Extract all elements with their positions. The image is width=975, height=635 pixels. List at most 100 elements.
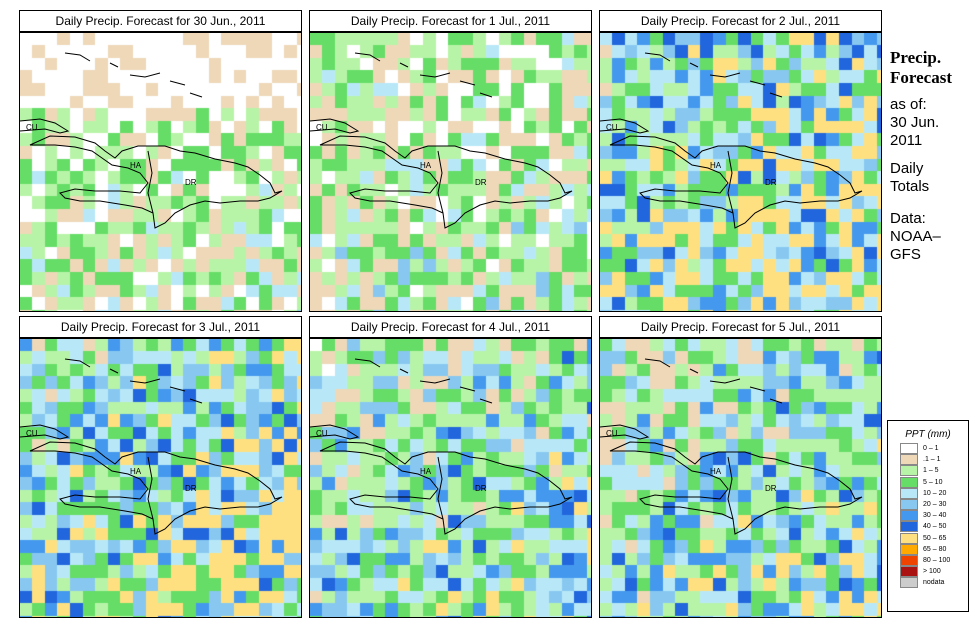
legend-label: > 100	[923, 568, 941, 576]
coastline-overlay	[600, 52, 863, 229]
country-label-ha: HA	[710, 161, 722, 170]
precip-grid	[310, 33, 591, 311]
legend-item: 5 – 10	[888, 476, 968, 488]
forecast-panel-5jul: Daily Precip. Forecast for 5 Jul., 2011 …	[599, 316, 882, 618]
bahamas-coastline	[64, 358, 203, 404]
cuba-coastline	[600, 424, 650, 440]
asof-year: 2011	[890, 132, 923, 149]
panel-title: Daily Precip. Forecast for 5 Jul., 2011	[599, 316, 882, 338]
cuba-coastline	[20, 424, 70, 440]
legend-item: 50 – 65	[888, 532, 968, 544]
legend-swatch	[900, 554, 918, 566]
cuba-coastline	[310, 118, 360, 134]
country-label-dr: DR	[185, 484, 197, 493]
forecast-panel-4jul: Daily Precip. Forecast for 4 Jul., 2011 …	[309, 316, 592, 618]
country-label-dr: DR	[765, 484, 777, 493]
legend-item: > 100	[888, 566, 968, 578]
bahamas-coastline	[354, 358, 493, 404]
hispaniola-coastline	[319, 441, 573, 535]
bahamas-coastline	[354, 52, 493, 98]
panel-title: Daily Precip. Forecast for 1 Jul., 2011	[309, 10, 592, 32]
country-label-dr: DR	[765, 178, 777, 187]
precip-map: CU HA DR	[599, 32, 882, 312]
ha-dr-border	[147, 456, 154, 520]
country-label-cu: CU	[606, 429, 618, 438]
legend-swatch	[900, 454, 918, 466]
legend-label: 5 – 10	[923, 478, 943, 486]
ha-dr-border	[727, 150, 734, 214]
totals-line-2: Totals	[890, 178, 930, 195]
legend-swatch	[900, 566, 918, 578]
precip-map: CU HA DR	[309, 32, 592, 312]
cuba-coastline	[20, 118, 70, 134]
legend-swatch	[900, 498, 918, 510]
bahamas-coastline	[64, 52, 203, 98]
legend-swatch	[900, 465, 918, 477]
legend-label: 0 – 1	[923, 445, 939, 452]
legend-label: .1 – 1	[923, 456, 941, 464]
bahamas-coastline	[644, 358, 783, 404]
legend-label: 50 – 65	[923, 534, 947, 542]
coastline-overlay	[600, 358, 863, 535]
data-source-1: NOAA–	[890, 228, 941, 245]
legend-item: 10 – 20	[888, 487, 968, 499]
totals-line-1: Daily	[890, 160, 924, 177]
coastline-overlay	[310, 358, 573, 535]
hispaniola-coastline	[29, 441, 283, 535]
precip-grid	[600, 33, 881, 311]
country-label-cu: CU	[26, 429, 38, 438]
coastline-overlay	[20, 52, 283, 229]
country-label-ha: HA	[130, 161, 142, 170]
coastline-overlay	[310, 52, 573, 229]
country-label-ha: HA	[710, 467, 722, 476]
precip-map: CU HA DR	[19, 338, 302, 618]
country-label-dr: DR	[185, 178, 197, 187]
legend-item: .1 – 1	[888, 454, 968, 466]
legend-item: 80 – 100	[888, 554, 968, 566]
precip-map: CU HA DR	[19, 32, 302, 312]
forecast-panel-2jul: Daily Precip. Forecast for 2 Jul., 2011 …	[599, 10, 882, 312]
legend-label: 65 – 80	[923, 545, 947, 553]
title-line-1: Precip.	[890, 48, 942, 67]
hispaniola-coastline	[609, 135, 863, 229]
cuba-coastline	[310, 424, 360, 440]
data-source-2: GFS	[890, 246, 921, 263]
legend-swatch	[900, 443, 918, 454]
precip-map: CU HA DR	[599, 338, 882, 618]
precip-grid	[600, 339, 881, 617]
panel-title: Daily Precip. Forecast for 2 Jul., 2011	[599, 10, 882, 32]
hispaniola-coastline	[319, 135, 573, 229]
legend-label: 10 – 20	[923, 489, 947, 497]
legend-swatch	[900, 532, 918, 544]
legend-swatch	[900, 476, 918, 488]
legend-label: 20 – 30	[923, 500, 947, 508]
ha-dr-border	[437, 456, 444, 520]
legend-title: PPT (mm)	[905, 429, 951, 440]
precip-legend: PPT (mm) 0 – 1 .1 – 1 1 – 5 5 – 10 10 – 20 20…	[887, 420, 969, 612]
panel-title: Daily Precip. Forecast for 3 Jul., 2011	[19, 316, 302, 338]
precip-grid	[310, 339, 591, 617]
asof-label: as of:	[890, 96, 927, 113]
legend-swatch	[900, 577, 918, 589]
country-label-ha: HA	[420, 161, 432, 170]
forecast-panel-3jul: Daily Precip. Forecast for 3 Jul., 2011 …	[19, 316, 302, 618]
legend-label: nodata	[923, 579, 945, 587]
legend-label: 30 – 40	[923, 512, 947, 520]
country-label-cu: CU	[316, 123, 328, 132]
country-label-cu: CU	[606, 123, 618, 132]
forecast-panel-1jul: Daily Precip. Forecast for 1 Jul., 2011 …	[309, 10, 592, 312]
forecast-panel-30jun: Daily Precip. Forecast for 30 Jun., 2011…	[19, 10, 302, 312]
precip-grid	[20, 339, 301, 617]
legend-swatch	[900, 543, 918, 555]
ha-dr-border	[437, 150, 444, 214]
data-label: Data:	[890, 210, 926, 227]
cuba-coastline	[600, 118, 650, 134]
asof-date: 30 Jun.	[890, 114, 940, 131]
precip-map: CU HA DR	[309, 338, 592, 618]
legend-swatch	[900, 521, 918, 533]
country-label-ha: HA	[130, 467, 142, 476]
ha-dr-border	[727, 456, 734, 520]
country-label-ha: HA	[420, 467, 432, 476]
legend-item: 65 – 80	[888, 543, 968, 555]
hispaniola-coastline	[609, 441, 863, 535]
